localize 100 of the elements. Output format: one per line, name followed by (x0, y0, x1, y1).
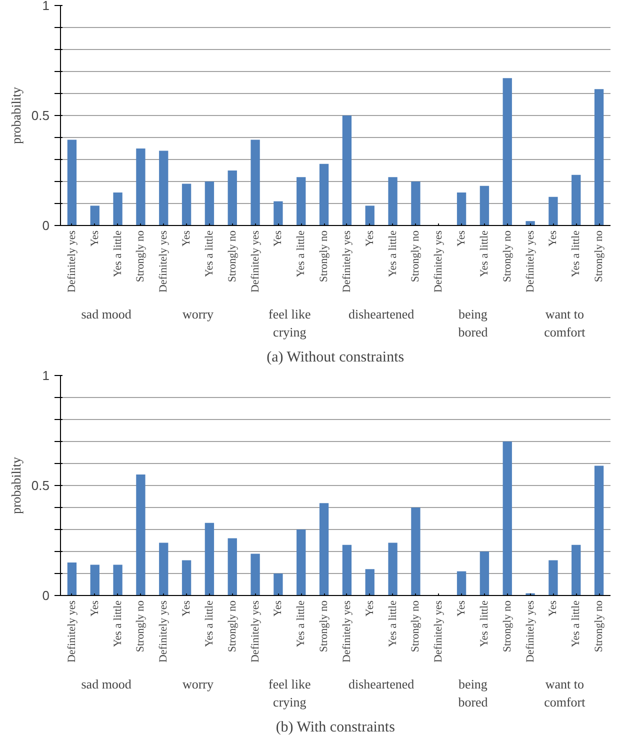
x-tick-label: Yes (456, 600, 468, 617)
bar (136, 148, 146, 226)
bar (594, 89, 604, 226)
text: want to comfort (544, 306, 586, 340)
x-tick-label: Yes a little (203, 230, 216, 278)
bar (274, 201, 283, 226)
bar (502, 78, 512, 226)
x-tick-label: Strongly no (593, 230, 606, 282)
x-tick-label: Yes (364, 230, 376, 247)
bar (182, 560, 192, 596)
bar (572, 174, 581, 226)
y-tick-label: 0 (42, 588, 50, 603)
bar (67, 562, 77, 596)
x-tick-label: Yes (180, 230, 193, 247)
y-tick-label: 0.5 (31, 478, 50, 493)
text: being bored (458, 676, 488, 710)
x-tick-label: Yes a little (112, 230, 124, 278)
x-tick-label: Definitely yes (340, 230, 353, 293)
bar (228, 538, 237, 596)
x-tick-label: Yes a little (112, 600, 124, 648)
text: worry (182, 676, 214, 692)
text: disheartened (348, 306, 415, 322)
x-tick-label: Definitely yes (340, 600, 353, 663)
x-tick-label: Yes (456, 230, 468, 247)
x-tick-label: Strongly no (501, 230, 514, 282)
x-tick-label: Yes (272, 600, 284, 617)
y-axis-title: probability (8, 456, 24, 514)
x-tick-label: Yes a little (295, 600, 308, 648)
x-tick-label: Strongly no (410, 230, 422, 282)
bar (136, 474, 146, 596)
x-tick-label: Strongly no (501, 600, 514, 652)
bar (526, 221, 535, 226)
y-axis-title: probability (8, 86, 24, 144)
x-tick-label: Strongly no (318, 600, 330, 652)
bar (159, 150, 168, 226)
x-tick-label: Definitely yes (249, 230, 262, 293)
bar (502, 442, 512, 596)
bar (572, 544, 581, 596)
x-tick-label: Yes (88, 230, 101, 247)
y-tick-label: 1 (42, 368, 50, 383)
x-tick-label: Yes (88, 600, 101, 617)
x-tick-label: Definitely yes (432, 230, 445, 293)
bar (204, 522, 214, 596)
bar (342, 116, 352, 226)
bar (365, 569, 374, 596)
bar (342, 544, 352, 596)
x-tick-label: Yes (272, 230, 284, 247)
bar (456, 192, 466, 226)
bar (388, 542, 398, 596)
x-tick-label: Yes (547, 600, 560, 617)
x-tick-label: Yes a little (295, 230, 308, 278)
x-tick-label: Yes a little (478, 600, 490, 648)
x-tick-label: Strongly no (134, 600, 147, 652)
bar (594, 466, 604, 596)
bar (548, 196, 558, 226)
text: sad mood (81, 676, 132, 692)
x-tick-label: Definitely yes (524, 230, 536, 293)
x-tick-label: Definitely yes (249, 600, 262, 663)
text: worry (182, 306, 214, 322)
bar (204, 182, 214, 226)
bar (480, 552, 490, 596)
bar (411, 182, 420, 226)
x-tick-label: Strongly no (593, 600, 606, 652)
text: sad mood (81, 306, 132, 322)
bar (90, 206, 100, 226)
bar (159, 542, 168, 596)
x-tick-label: Strongly no (410, 600, 422, 652)
x-tick-label: Strongly no (226, 600, 238, 652)
y-tick-label: 0.5 (31, 108, 50, 123)
bar (113, 564, 122, 596)
x-tick-label: Definitely yes (432, 600, 445, 663)
bar (250, 140, 260, 226)
text: (a) Without constraints (266, 350, 404, 366)
text: feel like crying (268, 676, 312, 710)
text: disheartened (348, 676, 415, 692)
bar (67, 140, 77, 226)
bar (319, 503, 329, 596)
text: being bored (458, 306, 488, 340)
x-tick-label: Definitely yes (158, 600, 170, 663)
bar (456, 571, 466, 596)
x-tick-label: Definitely yes (66, 230, 78, 293)
bar (365, 206, 374, 226)
bar (548, 560, 558, 596)
x-tick-label: Definitely yes (524, 600, 536, 663)
x-tick-label: Yes a little (570, 230, 582, 278)
bar (388, 177, 398, 226)
bar (90, 564, 100, 596)
bar (113, 192, 122, 226)
bar (250, 554, 260, 596)
bar (182, 184, 192, 226)
x-tick-label: Yes (180, 600, 193, 617)
bar (296, 530, 306, 596)
x-tick-label: Definitely yes (158, 230, 170, 293)
x-tick-label: Strongly no (134, 230, 147, 282)
x-tick-label: Yes (364, 600, 376, 617)
bar (319, 164, 329, 226)
y-tick-label: 0 (42, 218, 50, 233)
text: feel like crying (268, 306, 312, 340)
x-tick-label: Strongly no (226, 230, 238, 282)
bar (228, 170, 237, 226)
